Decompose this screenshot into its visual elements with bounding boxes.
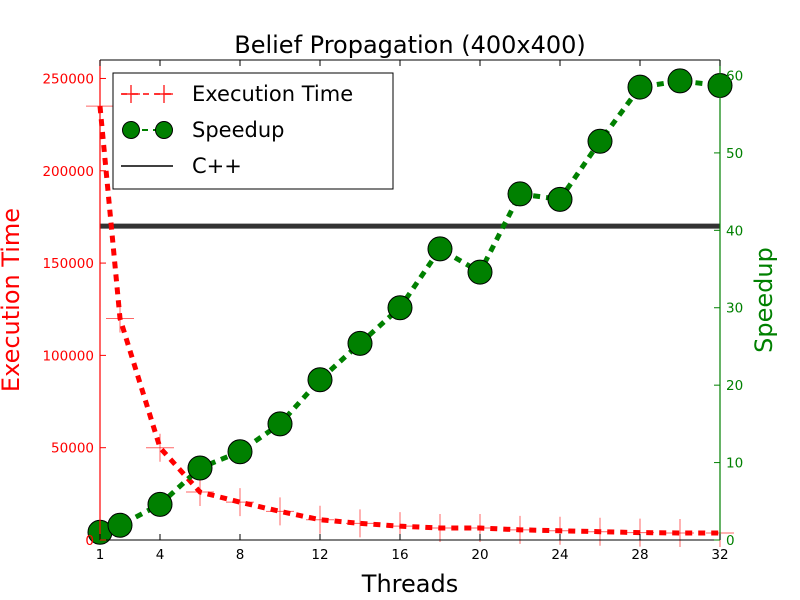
speedup-point <box>347 330 373 356</box>
y-axis-left-title: Execution Time <box>0 208 25 392</box>
chart-title: Belief Propagation (400x400) <box>234 31 586 59</box>
execution-time-point <box>426 514 454 542</box>
x-tick-label: 28 <box>631 547 648 563</box>
speedup-point <box>507 181 533 207</box>
execution-time-point <box>146 433 174 462</box>
speedup-point <box>667 68 693 94</box>
y-left-tick-label: 200000 <box>42 164 94 180</box>
execution-time-point <box>666 518 694 547</box>
legend-speedup-label: Speedup <box>192 118 284 142</box>
speedup-point <box>587 128 613 154</box>
execution-time-point <box>106 304 134 333</box>
y-left-tick-label: 100000 <box>42 348 94 364</box>
speedup-point <box>267 411 293 437</box>
y-left-tick-label: 150000 <box>42 256 94 272</box>
speedup-point <box>547 186 573 212</box>
speedup-point <box>187 455 213 481</box>
legend-entry-speedup: Speedup <box>122 118 284 142</box>
x-tick-label: 8 <box>236 547 245 563</box>
axes: 1 4 8 12 16 20 24 28 320500001000001500002000002… <box>42 59 743 563</box>
y-left-tick-label: 50000 <box>51 441 94 457</box>
execution-time-point <box>626 518 654 547</box>
y-right-tick-label: 40 <box>726 223 743 239</box>
x-tick-label: 4 <box>156 547 165 563</box>
y-right-tick-label: 10 <box>726 456 743 472</box>
y-left-tick-label: 0 <box>85 533 94 549</box>
x-tick-label: 20 <box>471 547 488 563</box>
x-tick-label: 16 <box>391 547 408 563</box>
execution-time-point <box>266 497 294 526</box>
y-right-tick-label: 50 <box>726 146 743 162</box>
legend-entry-execution-time: Execution Time <box>121 82 353 106</box>
y-right-tick-label: 0 <box>726 533 735 549</box>
y-right-tick-label: 60 <box>726 68 743 84</box>
speedup-point <box>387 295 413 321</box>
execution-time-point <box>346 509 374 538</box>
speedup-point <box>467 259 493 285</box>
speedup-point <box>107 512 133 538</box>
legend-execution-time-label: Execution Time <box>192 82 353 106</box>
execution-time-point <box>306 505 334 534</box>
speedup-point <box>307 367 333 393</box>
x-axis-title: Threads <box>361 570 458 598</box>
legend-speedup-marker-1 <box>122 121 140 139</box>
legend-entry-cpp: C++ <box>121 154 242 178</box>
execution-time-point <box>586 517 614 546</box>
execution-time-point <box>226 488 254 517</box>
x-tick-label: 1 <box>96 547 105 563</box>
legend: Execution Time Speedup C++ <box>112 72 394 190</box>
x-tick-label: 12 <box>311 547 328 563</box>
legend-speedup-marker-2 <box>155 121 173 139</box>
legend-cpp-label: C++ <box>192 154 242 178</box>
execution-time-point <box>186 478 214 506</box>
y-axis-right-title: Speedup <box>750 247 778 353</box>
speedup-point <box>147 491 173 517</box>
y-right-tick-label: 30 <box>726 301 743 317</box>
y-right-tick-label: 20 <box>726 378 743 394</box>
x-tick-label: 24 <box>551 547 568 563</box>
execution-time-point <box>506 515 534 544</box>
speedup-point <box>227 439 253 465</box>
y-left-tick-label: 250000 <box>42 71 94 87</box>
speedup-point <box>627 74 653 100</box>
x-tick-label: 32 <box>711 547 728 563</box>
speedup-point <box>427 236 453 262</box>
